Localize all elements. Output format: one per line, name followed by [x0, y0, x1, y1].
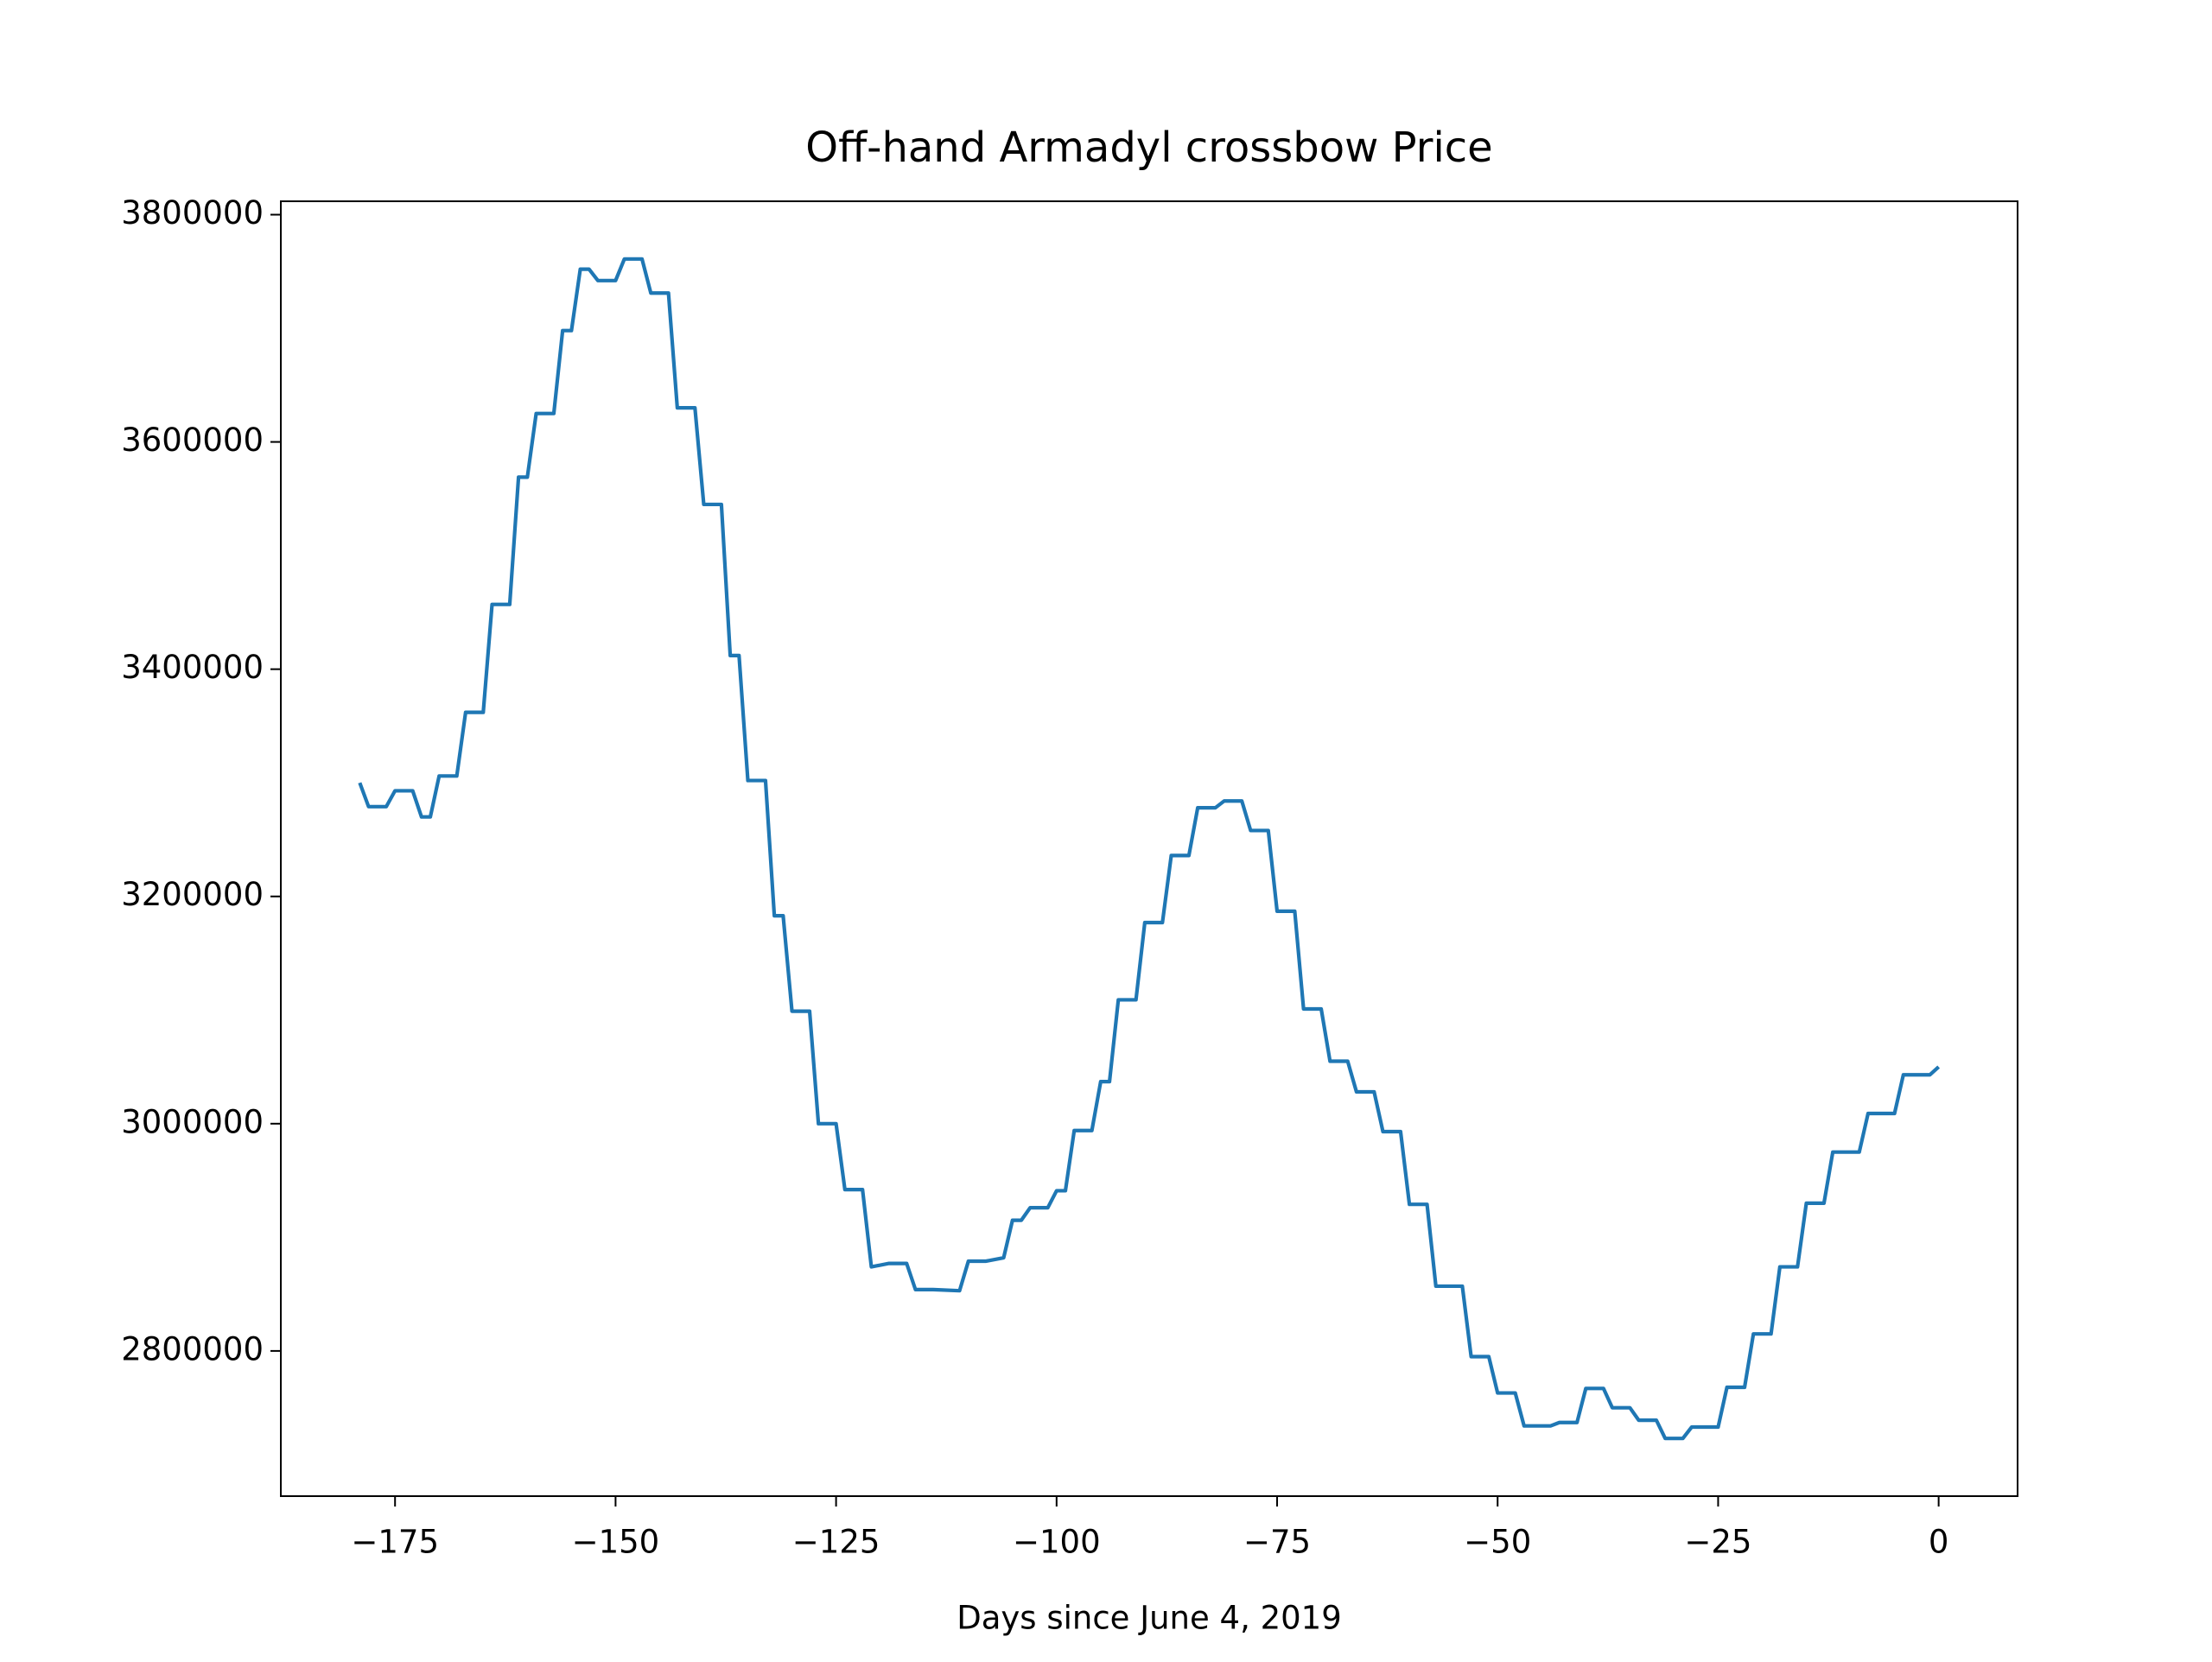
x-tick-label: −50: [1464, 1524, 1531, 1561]
axes-frame: [280, 200, 2018, 1497]
x-axis-label: Days since June 4, 2019: [957, 1600, 1342, 1637]
x-tick-label: −150: [572, 1524, 660, 1561]
x-tick-label: −125: [792, 1524, 880, 1561]
x-tick-label: −100: [1013, 1524, 1101, 1561]
price-line: [358, 257, 1941, 1441]
y-tick-label: 2800000: [121, 1330, 264, 1367]
y-tick-label: 3000000: [121, 1103, 264, 1140]
y-tick-label: 3800000: [121, 194, 264, 232]
y-tick-label: 3400000: [121, 649, 264, 686]
x-tick-label: −75: [1243, 1524, 1311, 1561]
x-tick-label: −175: [351, 1524, 439, 1561]
y-tick-label: 3200000: [121, 876, 264, 913]
x-tick-label: −25: [1684, 1524, 1751, 1561]
y-tick-label: 3600000: [121, 422, 264, 459]
chart-title: Off-hand Armadyl crossbow Price: [805, 124, 1492, 172]
x-tick-label: 0: [1929, 1524, 1949, 1561]
